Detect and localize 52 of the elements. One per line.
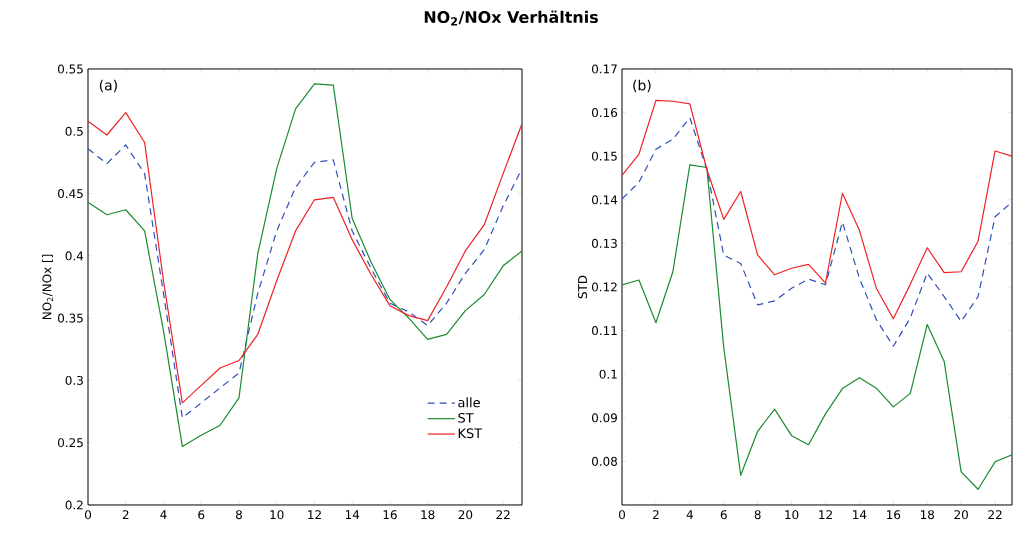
y-tick-label: 0.5: [65, 126, 83, 136]
y-tick-label: 0.15: [591, 151, 617, 161]
legend-label: KST: [458, 428, 483, 439]
x-tick-label: 2: [653, 510, 659, 520]
chart-title: NO$_{2}$/NOx Verhältnis: [424, 10, 598, 26]
y-tick-label: 0.17: [591, 64, 617, 74]
x-tick-label: 14: [853, 510, 867, 519]
y-tick-label: 0.2: [65, 500, 83, 510]
x-tick-label: 20: [458, 510, 473, 520]
x-tick-label: 6: [198, 510, 205, 520]
y-tick-label: 0.16: [591, 108, 618, 118]
y-tick-label: 0.55: [57, 64, 83, 74]
annotation: (b): [633, 79, 651, 93]
y-tick-label: 0.08: [591, 456, 617, 466]
y-tick-label: 0.4: [65, 251, 84, 261]
legend-label: alle: [458, 397, 480, 408]
x-tick-label: 4: [160, 510, 167, 519]
y-tick-label: 0.3: [65, 375, 83, 385]
y-tick-label: 0.1: [599, 369, 617, 379]
y-axis-title: STD: [578, 275, 588, 299]
line-series: [622, 99, 1013, 320]
x-tick-label: 12: [308, 510, 321, 520]
y-tick-label: 0.12: [591, 282, 617, 292]
x-tick-label: 0: [618, 510, 626, 520]
x-tick-label: 0: [84, 510, 92, 520]
line-series: [622, 164, 1013, 490]
legend-label: ST: [458, 412, 474, 423]
y-tick-label: 0.13: [591, 238, 617, 248]
y-tick-label: 0.25: [57, 438, 83, 448]
x-tick-label: 22: [988, 510, 1002, 520]
y-tick-label: 0.35: [57, 313, 83, 323]
y-tick-label: 0.14: [591, 195, 618, 205]
x-tick-label: 16: [383, 510, 397, 520]
y-axis-title: NO$_{2}$/NOx []: [42, 254, 54, 320]
x-tick-label: 12: [819, 510, 832, 520]
x-tick-label: 20: [954, 510, 968, 520]
x-tick-label: 22: [496, 510, 510, 520]
x-tick-label: 6: [720, 510, 727, 520]
y-tick-label: 0.45: [57, 189, 83, 199]
y-tick-label: 0.11: [591, 326, 617, 336]
x-tick-label: 10: [785, 510, 799, 520]
x-tick-label: 4: [686, 510, 693, 519]
x-tick-label: 18: [421, 510, 435, 520]
x-tick-label: 10: [270, 510, 284, 520]
x-tick-label: 16: [887, 510, 901, 520]
annotation: (a): [99, 79, 117, 93]
x-tick-label: 14: [345, 510, 360, 519]
x-tick-label: 18: [920, 510, 935, 520]
x-tick-label: 8: [235, 510, 242, 520]
y-tick-label: 0.09: [591, 413, 617, 423]
x-tick-label: 8: [754, 510, 761, 520]
x-tick-label: 2: [122, 510, 129, 520]
